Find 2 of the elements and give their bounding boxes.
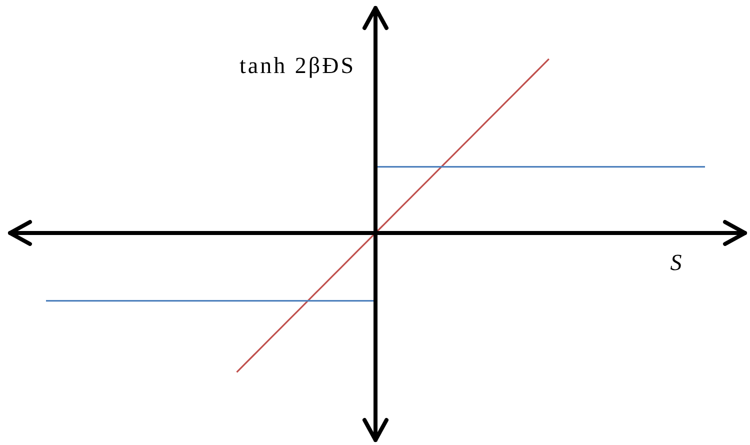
x-axis-title: S [670,250,682,275]
y-axis-title: tanh 2βĐS [240,53,356,78]
